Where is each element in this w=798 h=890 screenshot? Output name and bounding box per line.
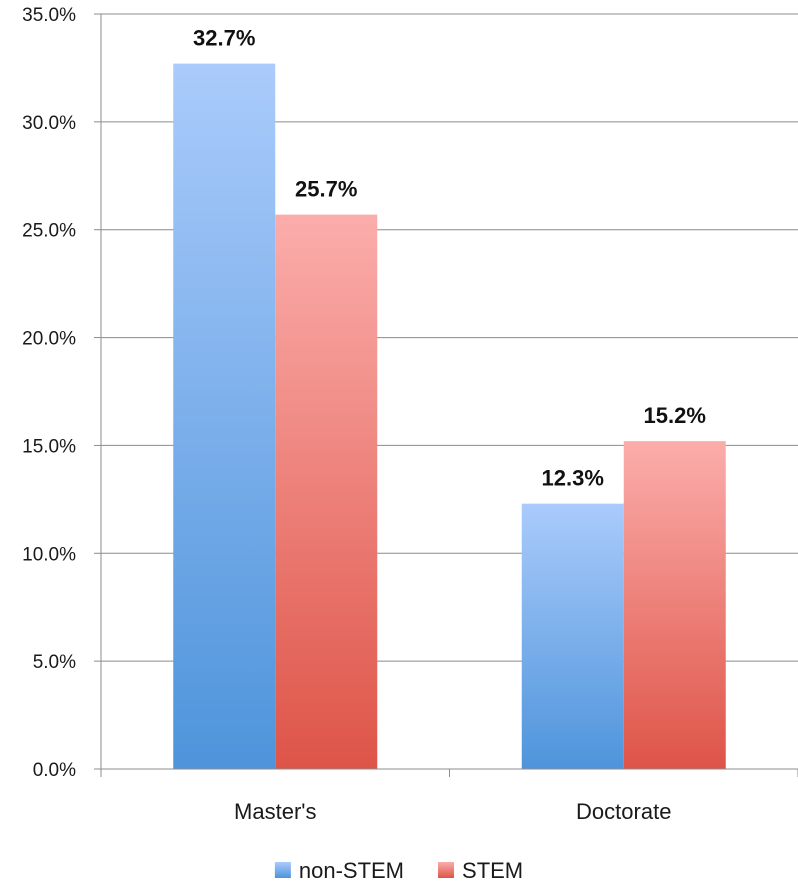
data-label: 32.7% xyxy=(193,26,255,51)
y-tick-label: 0.0% xyxy=(33,760,76,781)
bar-master-s-stem xyxy=(275,214,378,770)
labels: 0.0% 5.0% 10.0% 15.0% 20.0% 25.0% 30.0% 35.0% 32… xyxy=(22,5,706,824)
y-tick-label: 20.0% xyxy=(22,329,76,350)
bar-doctorate-stem xyxy=(623,441,726,769)
y-tick-label: 10.0% xyxy=(22,544,76,565)
y-tick-label: 15.0% xyxy=(22,436,76,457)
legend: non-STEM STEM xyxy=(274,858,523,883)
data-label: 25.7% xyxy=(295,177,357,202)
data-label: 15.2% xyxy=(644,403,706,428)
y-tick-label: 30.0% xyxy=(22,113,76,134)
axes xyxy=(94,13,798,777)
data-label: 12.3% xyxy=(542,466,604,491)
x-category-label: Master's xyxy=(234,799,316,824)
legend-label: STEM xyxy=(462,858,523,883)
y-tick-label: 25.0% xyxy=(22,221,76,242)
legend-swatch xyxy=(274,862,291,878)
bars xyxy=(173,63,726,770)
y-tick-label: 35.0% xyxy=(22,5,76,26)
bar-master-s-non-stem xyxy=(173,63,276,770)
x-category-label: Doctorate xyxy=(576,799,671,824)
legend-label: non-STEM xyxy=(299,858,404,883)
y-tick-label: 5.0% xyxy=(33,652,76,673)
legend-swatch xyxy=(438,862,455,878)
bar-doctorate-non-stem xyxy=(521,503,624,769)
